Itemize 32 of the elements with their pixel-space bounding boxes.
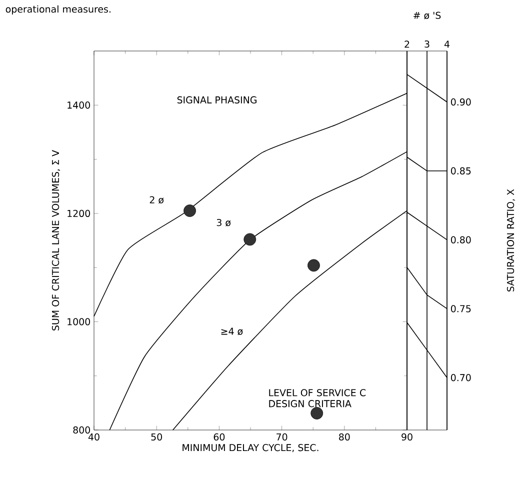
point	[244, 233, 256, 246]
y2-tick-label: 0.90	[450, 98, 471, 106]
y2-tick-label: 0.85	[450, 167, 471, 174]
y-tick-label: 1000	[68, 318, 90, 326]
y2-tick-label: 0.80	[450, 236, 471, 244]
series-label: 2 ø	[150, 196, 164, 204]
x-tick-label: 4	[444, 40, 450, 48]
y2-tick-label: 0.70	[450, 374, 471, 382]
x-axis-title: MINIMUM DELAY CYCLE, SEC.	[182, 444, 318, 452]
x-tick-label: 2	[404, 40, 410, 48]
y-tick-label: 1400	[68, 102, 90, 109]
x-axis-title: # ø 'S	[414, 12, 441, 20]
x-tick-label: 90	[402, 433, 412, 441]
annotation: SIGNAL PHASING	[177, 96, 256, 104]
text: 3 ø	[216, 218, 231, 226]
y-tick-label: 800	[73, 426, 90, 434]
annotation: LEVEL OF SERVICE C DESIGN CRITERIA	[269, 389, 366, 408]
x-tick-label: 60	[214, 433, 225, 441]
series-label: ≥4 ø	[221, 328, 243, 336]
x-tick-label: 40	[88, 433, 100, 441]
y-tick-label: 1200	[68, 210, 90, 218]
x-tick-label: 80	[339, 433, 350, 441]
y2-tick-label: 0.75	[450, 305, 471, 312]
text: operational measures.	[6, 5, 110, 15]
y-axis-title: SUM OF CRITICAL LANE VOLUMES, Σ V	[52, 150, 60, 330]
x-tick-label: 70	[276, 433, 288, 441]
point	[310, 407, 324, 420]
point	[184, 204, 196, 217]
y2-axis-title: SATURATION RATIO, X	[506, 189, 516, 292]
x-tick-label: 50	[151, 433, 162, 441]
point	[308, 259, 320, 272]
x-tick-label: 3	[424, 40, 430, 48]
